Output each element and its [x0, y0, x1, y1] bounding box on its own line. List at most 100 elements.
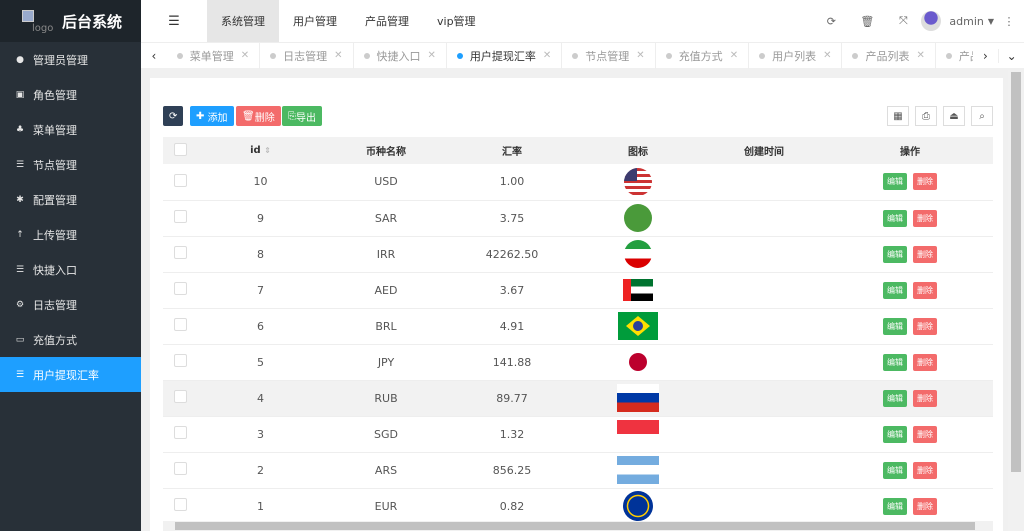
page-tab[interactable]: 产品订单✕: [936, 43, 973, 69]
close-icon[interactable]: ✕: [729, 50, 739, 61]
page-tab[interactable]: 节点管理 ✕: [562, 42, 656, 69]
row-checkbox[interactable]: [174, 426, 187, 439]
table-row[interactable]: 10 USD 1.00 编辑 删除: [163, 164, 993, 201]
table-row[interactable]: 4 RUB 89.77 编辑 删除: [163, 380, 993, 417]
sidebar-item[interactable]: ✱ 配置管理: [0, 182, 141, 217]
sidebar-item[interactable]: ▭ 充值方式: [0, 322, 141, 357]
edit-button[interactable]: 编辑: [883, 245, 907, 263]
edit-button[interactable]: 编辑: [883, 353, 907, 371]
edit-button[interactable]: 编辑: [883, 173, 907, 191]
row-checkbox[interactable]: [174, 390, 187, 403]
print-icon[interactable]: ⎙: [915, 106, 937, 126]
delete-row-button[interactable]: 删除: [913, 209, 937, 227]
close-icon[interactable]: ✕: [916, 50, 925, 61]
menu-toggle-icon[interactable]: ☰: [168, 13, 180, 29]
delete-row-button[interactable]: 删除: [913, 245, 937, 263]
page-tab[interactable]: 日志管理 ✕: [260, 42, 354, 69]
cell-actions: 编辑 删除: [827, 416, 993, 453]
edit-button[interactable]: 编辑: [883, 317, 907, 335]
sidebar-item-label: 上传管理: [33, 228, 77, 242]
sidebar-item[interactable]: ▣ 角色管理: [0, 77, 141, 112]
sidebar-item[interactable]: ⚙ 日志管理: [0, 287, 141, 322]
nav-users[interactable]: 用户管理: [293, 15, 337, 28]
delete-row-button[interactable]: 删除: [913, 173, 937, 191]
table-row[interactable]: 1 EUR 0.82 编辑 删除: [163, 488, 993, 525]
table-row[interactable]: 6 BRL 4.91 编辑 删除: [163, 308, 993, 345]
page-tab[interactable]: 菜单管理 ✕: [167, 42, 261, 69]
nav-vip[interactable]: vip管理: [437, 15, 476, 28]
delete-row-button[interactable]: 删除: [913, 317, 937, 335]
refresh-icon[interactable]: ⟳: [826, 14, 836, 28]
row-checkbox[interactable]: [174, 173, 187, 187]
row-checkbox[interactable]: [174, 462, 187, 475]
nav-products[interactable]: 产品管理: [365, 15, 409, 28]
cell-id: 9: [198, 200, 323, 237]
nav-system[interactable]: 系统管理: [207, 0, 279, 42]
add-button[interactable]: ✚ 添加: [190, 106, 234, 126]
select-all-checkbox[interactable]: [174, 142, 187, 156]
edit-button[interactable]: 编辑: [883, 209, 907, 227]
table-row[interactable]: 9 SAR 3.75 编辑 删除: [163, 200, 993, 237]
close-icon[interactable]: ✕: [427, 50, 436, 61]
tab-scroll-left-icon[interactable]: ‹: [151, 48, 157, 63]
user-name[interactable]: admin: [949, 14, 984, 28]
sidebar-item[interactable]: ☰ 快捷入口: [0, 252, 141, 287]
caret-down-icon[interactable]: ▼: [987, 16, 994, 26]
delete-row-button[interactable]: 删除: [913, 389, 937, 407]
tab-dropdown-icon[interactable]: ⌄: [998, 48, 1024, 63]
columns-icon[interactable]: ▦: [887, 106, 909, 126]
row-checkbox[interactable]: [174, 318, 187, 331]
sidebar-item[interactable]: ♣ 菜单管理: [0, 112, 141, 147]
row-checkbox[interactable]: [174, 282, 187, 295]
refresh-button[interactable]: ⟳: [163, 106, 184, 126]
sidebar-item[interactable]: ☰ 节点管理: [0, 147, 141, 182]
logo-image: logo: [20, 6, 58, 36]
page-tab[interactable]: 用户列表 ✕: [749, 42, 843, 69]
page-tab[interactable]: 用户提现汇率 ✕: [447, 42, 563, 69]
sidebar-item[interactable]: ☰ 用户提现汇率: [0, 357, 141, 392]
edit-button[interactable]: 编辑: [883, 461, 907, 479]
fullscreen-icon[interactable]: ⤧: [898, 14, 908, 27]
row-checkbox[interactable]: [174, 354, 187, 367]
page-tab[interactable]: 充值方式 ✕: [656, 42, 750, 69]
table-row[interactable]: 5 JPY 141.88 编辑 删除: [163, 344, 993, 381]
table-row[interactable]: 7 AED 3.67 编辑 删除: [163, 272, 993, 309]
table-row[interactable]: 8 IRR 42262.50 编辑 删除: [163, 236, 993, 273]
horizontal-scrollbar[interactable]: [163, 521, 993, 531]
col-id[interactable]: id ⇕: [198, 137, 323, 164]
delete-row-button[interactable]: 删除: [913, 353, 937, 371]
row-checkbox[interactable]: [174, 246, 187, 259]
export-button[interactable]: ⎘ 导出: [282, 106, 322, 126]
row-checkbox[interactable]: [174, 498, 187, 511]
delete-button[interactable]: 🗑 删除: [236, 106, 281, 126]
delete-row-button[interactable]: 删除: [913, 425, 937, 443]
col-created: 创建时间: [701, 137, 827, 164]
edit-button[interactable]: 编辑: [883, 497, 907, 515]
close-icon[interactable]: ✕: [823, 50, 832, 61]
search-icon[interactable]: ⌕: [971, 106, 993, 126]
delete-row-button[interactable]: 删除: [913, 461, 937, 479]
more-icon[interactable]: ⋮: [1003, 14, 1015, 28]
vertical-scrollbar[interactable]: [1008, 70, 1024, 531]
avatar[interactable]: [921, 11, 942, 31]
sidebar-item[interactable]: ● 管理员管理: [0, 42, 141, 77]
close-icon[interactable]: ✕: [542, 50, 552, 61]
delete-row-button[interactable]: 删除: [913, 281, 937, 299]
page-tab[interactable]: 产品列表 ✕: [842, 42, 936, 69]
trash-icon[interactable]: 🗑: [860, 14, 875, 28]
sidebar-item[interactable]: ↑ 上传管理: [0, 217, 141, 252]
edit-button[interactable]: 编辑: [883, 281, 907, 299]
close-icon[interactable]: ✕: [334, 50, 343, 61]
tab-scroll-right-icon[interactable]: ›: [982, 48, 988, 63]
close-icon[interactable]: ✕: [636, 50, 645, 61]
export-icon[interactable]: ⏏: [943, 106, 965, 126]
page-tab[interactable]: 快捷入口 ✕: [354, 42, 447, 69]
delete-row-button[interactable]: 删除: [913, 497, 937, 515]
edit-button[interactable]: 编辑: [883, 389, 907, 407]
close-icon[interactable]: ✕: [240, 50, 250, 61]
row-checkbox[interactable]: [174, 210, 187, 223]
table-row[interactable]: 2 ARS 856.25 编辑 删除: [163, 452, 993, 489]
cell-created: [701, 308, 827, 345]
table-row[interactable]: 3 SGD 1.32 编辑 删除: [163, 416, 993, 453]
edit-button[interactable]: 编辑: [883, 425, 907, 443]
